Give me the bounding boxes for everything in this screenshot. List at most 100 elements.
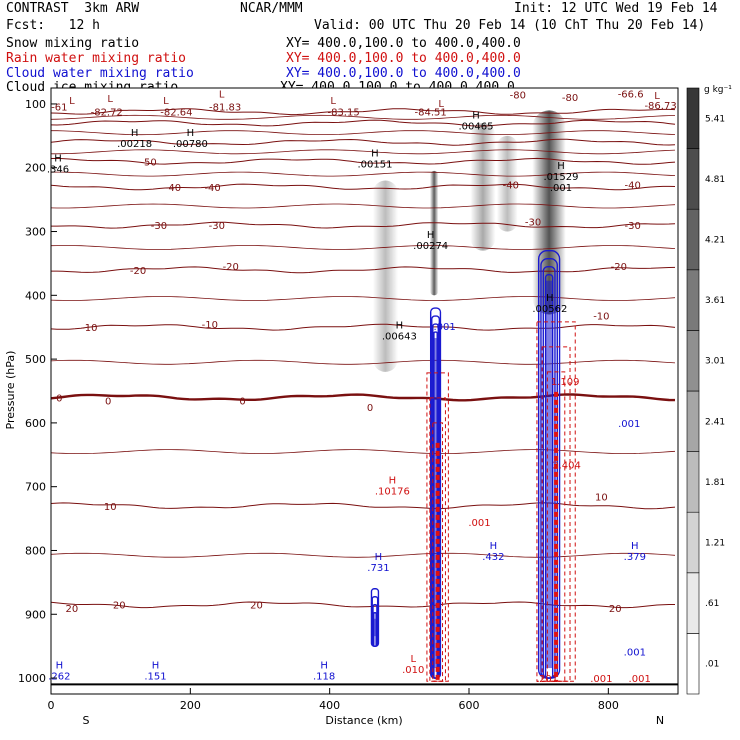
field-snow-name: Snow mixing ratio <box>6 36 140 51</box>
colorbar-swatch-9 <box>686 87 700 149</box>
model-title: CONTRAST 3km ARW <box>6 1 140 16</box>
extremum-mark-18: H <box>490 541 498 552</box>
extremum-value-16: .10176 <box>375 486 410 497</box>
extremum-mark-10: H <box>371 148 379 159</box>
isotherm-label-27: 0 <box>239 397 245 408</box>
isotherm-minor-4 <box>50 203 676 209</box>
isotherm-label-28: 0 <box>367 403 373 414</box>
extremum-mark-19: H <box>631 541 639 552</box>
y-tick-label-700: 700 <box>25 481 46 494</box>
colorbar-label-0: .01 <box>705 660 719 670</box>
isotherm-label-34: 20 <box>609 604 622 615</box>
isotherm-label-17: -30 <box>525 217 541 228</box>
snow-plume-0 <box>429 170 439 296</box>
extremum-value-30: .001 <box>629 674 651 685</box>
colorbar-swatch-0 <box>686 633 700 695</box>
extremum-value-22: .118 <box>313 671 335 682</box>
isotherm-label-15: -30 <box>151 221 167 232</box>
extremum-mark-7: H <box>131 128 139 139</box>
x-axis-title: Distance (km) <box>325 714 402 727</box>
extremum-value-7: .00218 <box>117 139 152 150</box>
colorbar-label-7: 4.21 <box>705 236 725 246</box>
isotherm-label-0: -82.72 <box>91 108 123 119</box>
isotherm-label-21: -20 <box>611 262 627 273</box>
extremum-value-32: 1.109 <box>551 377 580 388</box>
colorbar-swatch-3 <box>686 451 700 513</box>
rain-contour-1-0 <box>546 371 566 682</box>
isotherm-label-16: -30 <box>209 221 225 232</box>
extremum-mark-1: L <box>107 94 113 105</box>
extremum-value-20: .262 <box>48 671 70 682</box>
extremum-mark-22: H <box>320 660 328 671</box>
extremum-value-12: .01529 <box>543 172 578 183</box>
isotherm-label-23: -10 <box>202 320 218 331</box>
rain-contour-0-2 <box>426 372 449 682</box>
isotherm-label-10: -50 <box>140 157 156 168</box>
isotherm-label-18: -30 <box>625 221 641 232</box>
isotherm-0 <box>50 393 676 402</box>
extremum-value-26: .001 <box>468 518 490 529</box>
cloud-water-core-1 <box>373 618 377 637</box>
x-tick-label-400: 400 <box>319 699 340 712</box>
colorbar-swatch-4 <box>686 390 700 452</box>
field-rain-xy: XY= 400.0,100.0 to 400.0,400.0 <box>286 51 521 66</box>
colorbar-swatch-2 <box>686 511 700 574</box>
x-tick-label-0: 0 <box>48 699 55 712</box>
extremum-mark-5: L <box>438 99 444 110</box>
extremum-value-23: .010 <box>402 665 424 676</box>
extremum-mark-6: L <box>654 91 660 102</box>
extremum-mark-3: L <box>219 90 225 101</box>
isotherm-label-11: -40 <box>165 183 181 194</box>
extremum-mark-0: L <box>69 96 75 107</box>
colorbar-swatch-1 <box>686 572 700 634</box>
snow-plume-2 <box>470 123 496 251</box>
isotherm-label-29: 10 <box>104 502 117 513</box>
colorbar-swatch-8 <box>686 148 700 210</box>
colorbar-swatch-5 <box>686 330 700 392</box>
cloud-water-core-2 <box>545 280 553 669</box>
isotherm-minor-9 <box>50 552 676 558</box>
extremum-mark-15: H <box>546 293 554 304</box>
cloud-water-core-0 <box>433 338 438 669</box>
extremum-mark-16: H <box>389 475 397 486</box>
colorbar-swatch-7 <box>686 208 700 271</box>
isotherm-label-5: -80 <box>510 90 526 101</box>
isotherm--20 <box>51 266 676 274</box>
extremum-mark-13: H <box>427 230 435 241</box>
field-cloudwater-name: Cloud water mixing ratio <box>6 66 194 81</box>
x-tick-label-800: 800 <box>598 699 619 712</box>
extremum-value-27: .001 <box>618 419 640 430</box>
y-tick-label-1000: 1000 <box>18 672 46 685</box>
isotherm-minor-3 <box>50 171 676 177</box>
isotherm-label-20: -20 <box>223 262 239 273</box>
isotherm-label-22: -10 <box>81 323 97 334</box>
isotherm-20 <box>50 601 675 609</box>
isotherm-label-7: -66.6 <box>618 90 644 101</box>
colorbar-label-9: 5.41 <box>705 114 725 124</box>
isotherm-label-12: -40 <box>204 183 220 194</box>
isotherm-label-2: -81.83 <box>209 102 241 113</box>
isotherm-label-9: -61 <box>51 102 67 113</box>
temperature-contours <box>50 108 676 609</box>
valid-time: Valid: 00 UTC Thu 20 Feb 14 (10 ChT Thu … <box>314 18 706 33</box>
isotherm--30 <box>51 221 676 229</box>
rain-contour-0-0 <box>432 422 444 682</box>
init-time: Init: 12 UTC Wed 19 Feb 14 <box>514 1 718 16</box>
isotherm--70 <box>50 119 676 127</box>
extremum-value-24: .001 <box>433 322 455 333</box>
isotherm--10 <box>50 323 676 331</box>
colorbar-label-4: 2.41 <box>705 417 725 427</box>
snow-plume-1 <box>372 180 398 372</box>
colorbar-label-2: 1.21 <box>705 539 725 549</box>
isotherm--50 <box>50 157 676 165</box>
isotherm-minor-7 <box>50 359 676 365</box>
isotherm-label-31: 20 <box>66 604 79 615</box>
isotherm--60 <box>50 138 676 146</box>
field-cloudwater-xy: XY= 400.0,100.0 to 400.0,400.0 <box>286 66 521 81</box>
y-tick-label-800: 800 <box>25 544 46 557</box>
extremum-value-19: .379 <box>624 552 646 563</box>
isotherm-label-3: -83.15 <box>327 108 359 119</box>
forecast-hour: Fcst: 12 h <box>6 18 100 33</box>
isotherm-minor-6 <box>50 296 676 301</box>
